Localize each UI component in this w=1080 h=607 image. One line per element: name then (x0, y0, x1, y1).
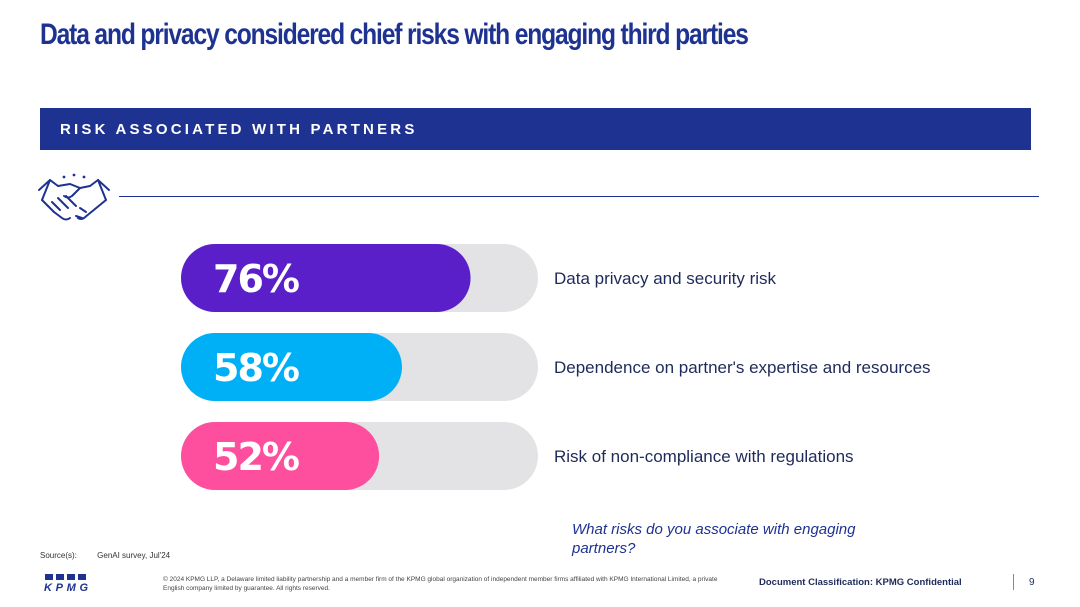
page-title: Data and privacy considered chief risks … (40, 18, 749, 51)
bar-category-label-3: Risk of non-compliance with regulations (554, 447, 854, 466)
footer-separator (1013, 574, 1014, 590)
document-classification: Document Classification: KPMG Confidenti… (759, 577, 962, 588)
handshake-icon (38, 173, 110, 221)
kpmg-logo: KPMG (44, 574, 88, 592)
logo-text: KPMG (44, 582, 88, 592)
section-divider (119, 196, 1039, 197)
bar-fill-2 (181, 333, 402, 401)
source-label: Source(s): (40, 551, 77, 560)
bar-value-label-1: 76% (213, 257, 299, 301)
source-note: Source(s): GenAI survey, Jul'24 (40, 551, 188, 560)
bar-value-label-3: 52% (213, 435, 299, 479)
copyright-notice: © 2024 KPMG LLP, a Delaware limited liab… (163, 576, 718, 592)
bar-category-label-2: Dependence on partner's expertise and re… (554, 358, 931, 377)
survey-question: What risks do you associate with engagin… (572, 521, 856, 557)
banner-title: RISK ASSOCIATED WITH PARTNERS (60, 120, 418, 138)
page-number: 9 (1029, 577, 1035, 588)
section-banner: RISK ASSOCIATED WITH PARTNERS (40, 108, 1031, 150)
source-text: GenAI survey, Jul'24 (97, 551, 171, 560)
bar-fill-1 (181, 244, 471, 312)
bar-value-label-2: 58% (213, 346, 299, 390)
bar-category-label-1: Data privacy and security risk (554, 269, 777, 288)
bar-fill-3 (181, 422, 380, 490)
